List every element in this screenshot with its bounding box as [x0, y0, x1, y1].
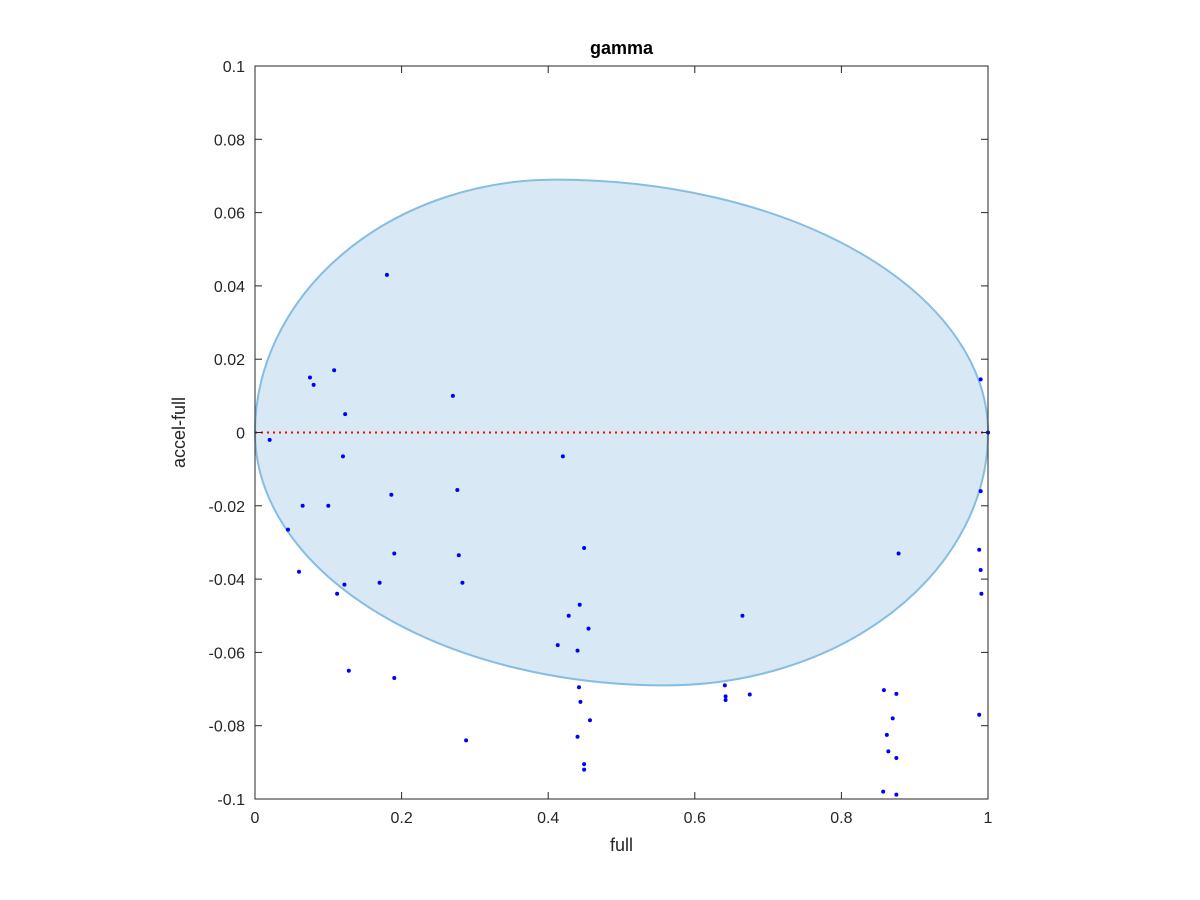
x-tick-label: 0.2 [390, 810, 412, 827]
data-point [307, 375, 312, 380]
data-point [285, 527, 290, 532]
data-point [392, 676, 397, 681]
data-point [884, 732, 889, 737]
data-point [896, 551, 901, 556]
data-point [979, 591, 984, 596]
data-point [582, 545, 587, 550]
data-point [566, 613, 571, 618]
chart-title: gamma [590, 38, 654, 58]
data-point [575, 734, 580, 739]
data-point [384, 272, 389, 277]
y-tick-labels: 0.1 0.08 0.06 0.04 0.02 0 -0.02 -0.04 -0.06 -0.08… [209, 59, 246, 809]
data-point [977, 547, 982, 552]
y-tick-label: 0.06 [214, 206, 245, 223]
y-tick-label: -0.02 [209, 499, 246, 516]
x-tick-labels: 0 0.2 0.4 0.6 0.8 1 [251, 810, 993, 827]
data-point [576, 685, 581, 690]
data-point [586, 626, 591, 631]
data-point [894, 691, 899, 696]
x-tick-label: 1 [984, 810, 993, 827]
data-point [978, 489, 983, 494]
data-point [326, 503, 331, 508]
data-point [335, 591, 340, 596]
y-tick-label: -0.04 [209, 572, 246, 589]
data-point [332, 368, 337, 373]
data-point [587, 718, 592, 723]
data-point [267, 437, 272, 442]
y-axis-label: accel-full [169, 397, 189, 468]
data-point [464, 738, 469, 743]
data-point [389, 492, 394, 497]
data-point [578, 699, 583, 704]
data-point [894, 755, 899, 760]
data-point [560, 454, 565, 459]
data-point [977, 712, 982, 717]
data-point [460, 580, 465, 585]
x-axis-label: full [610, 835, 633, 855]
data-point [455, 488, 460, 493]
x-tick-label: 0.4 [537, 810, 559, 827]
data-point [881, 789, 886, 794]
y-tick-label: 0 [236, 426, 245, 443]
ticks-layer [254, 65, 989, 800]
y-tick-label: -0.1 [217, 792, 245, 809]
data-point [582, 762, 587, 767]
y-tick-label: 0.04 [214, 279, 245, 296]
y-tick-label: 0.1 [223, 59, 245, 76]
x-tick-label: 0.6 [684, 810, 706, 827]
data-point [881, 688, 886, 693]
data-point [296, 569, 301, 574]
data-point [582, 767, 587, 772]
y-tick-label: -0.08 [209, 719, 246, 736]
data-point [894, 792, 899, 797]
data-point [747, 692, 752, 697]
data-point [555, 643, 560, 648]
data-point [978, 567, 983, 572]
data-point [377, 580, 382, 585]
data-point [300, 503, 305, 508]
data-point [575, 648, 580, 653]
data-point [886, 749, 891, 754]
data-point [577, 602, 582, 607]
data-point [723, 694, 728, 699]
data-point [723, 698, 728, 703]
x-tick-label: 0.8 [830, 810, 852, 827]
y-tick-label: 0.02 [214, 352, 245, 369]
data-point [722, 683, 727, 688]
data-point [311, 382, 316, 387]
y-tick-label: -0.06 [209, 645, 246, 662]
data-point [978, 377, 983, 382]
data-point [346, 668, 351, 673]
data-point [450, 393, 455, 398]
points-layer [267, 272, 990, 797]
data-point [392, 551, 397, 556]
data-point [456, 553, 461, 558]
data-point [340, 454, 345, 459]
x-tick-label: 0 [251, 810, 260, 827]
data-point [890, 716, 895, 721]
data-point [343, 412, 348, 417]
data-point [740, 613, 745, 618]
y-tick-label: 0.08 [214, 132, 245, 149]
data-point [342, 582, 347, 587]
